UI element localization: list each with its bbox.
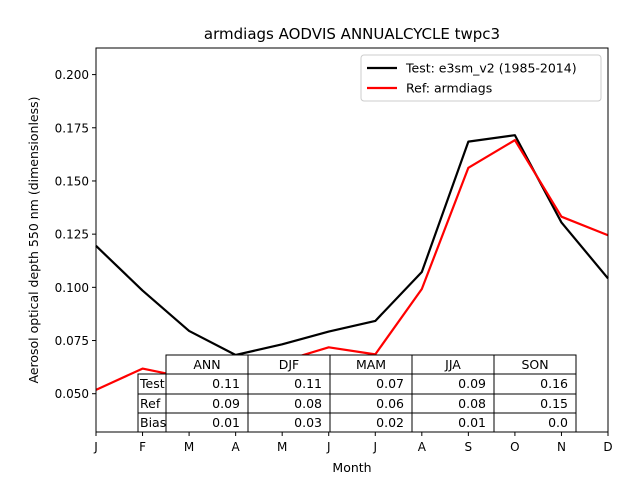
table-cell-value: 0.01 xyxy=(458,415,486,430)
table-cell-value: 0.15 xyxy=(540,396,568,411)
table-cell-value: 0.11 xyxy=(294,376,322,391)
y-tick-label: 0.100 xyxy=(55,281,89,295)
y-tick-label: 0.075 xyxy=(55,334,89,348)
plot-area: J F M A M J J A S O N D0.0500.0750.1000.1250.1500.1… xyxy=(55,47,613,454)
chart-title: armdiags AODVIS ANNUALCYCLE twpc3 xyxy=(204,25,500,43)
y-tick-label: 0.175 xyxy=(55,121,89,135)
table-cell-value: 0.03 xyxy=(294,415,322,430)
table-row-label: Bias xyxy=(140,415,166,430)
series-line-0 xyxy=(95,134,609,357)
x-tick-label: M xyxy=(277,440,287,454)
x-tick-label: A xyxy=(232,440,241,454)
table-row-label: Test xyxy=(139,376,165,391)
table-cell xyxy=(493,412,577,433)
table-cell-value: 0.11 xyxy=(212,376,240,391)
y-tick-label: 0.050 xyxy=(55,387,89,401)
legend: Test: e3sm_v2 (1985-2014) Ref: armdiags xyxy=(360,54,602,102)
table-cell-value: 0.16 xyxy=(540,376,568,391)
table-cell-value: 0.09 xyxy=(212,396,240,411)
x-tick-label: J xyxy=(326,440,331,454)
x-tick-label: A xyxy=(418,440,427,454)
table-row-label: Ref xyxy=(140,396,161,411)
table-header-label: MAM xyxy=(356,357,386,372)
x-tick-label: M xyxy=(184,440,194,454)
y-axis-label: Aerosol optical depth 550 nm (dimensionl… xyxy=(26,96,41,383)
table-header-label: JJA xyxy=(444,357,461,372)
x-tick-label: S xyxy=(465,440,473,454)
table-cell-value: 0.09 xyxy=(458,376,486,391)
table-cell-value: 0.08 xyxy=(294,396,322,411)
legend-box xyxy=(360,54,602,102)
table-cell-value: 0.0 xyxy=(548,415,568,430)
table-header-label: DJF xyxy=(279,357,300,372)
x-tick-label: D xyxy=(603,440,612,454)
y-tick-label: 0.150 xyxy=(55,174,89,188)
x-tick-label: J xyxy=(372,440,377,454)
x-axis-label: Month xyxy=(332,460,371,475)
table-cell-value: 0.02 xyxy=(376,415,404,430)
summary-table: ANN DJF MAM JJA SON Test 0.11 0.11 0.07 0.09 0.16 R… xyxy=(137,354,577,433)
x-tick-label: J xyxy=(93,440,98,454)
legend-label: Test: e3sm_v2 (1985-2014) xyxy=(405,61,577,76)
table-cell-value: 0.01 xyxy=(212,415,240,430)
y-tick-label: 0.200 xyxy=(55,68,89,82)
table-cell-value: 0.06 xyxy=(376,396,404,411)
y-tick-label: 0.125 xyxy=(55,228,89,242)
x-tick-label: N xyxy=(557,440,566,454)
x-tick-label: F xyxy=(139,440,146,454)
x-tick-label: O xyxy=(510,440,519,454)
table-cell-value: 0.08 xyxy=(458,396,486,411)
table-cell-value: 0.07 xyxy=(376,376,404,391)
table-header-label: SON xyxy=(521,357,548,372)
legend-label: Ref: armdiags xyxy=(406,81,492,96)
table-header-label: ANN xyxy=(193,357,220,372)
